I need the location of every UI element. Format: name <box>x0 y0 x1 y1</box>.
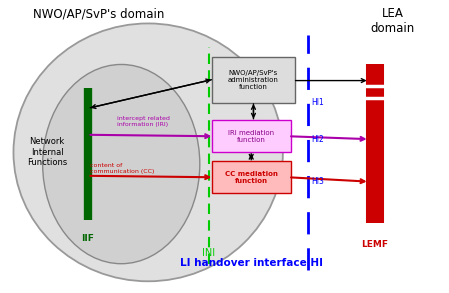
FancyBboxPatch shape <box>212 57 295 103</box>
Text: NWO/AP/SvP's
administration
function: NWO/AP/SvP's administration function <box>228 70 279 90</box>
Text: CC mediation
function: CC mediation function <box>225 171 277 184</box>
Ellipse shape <box>13 23 283 281</box>
Text: LEA
domain: LEA domain <box>371 7 415 35</box>
Text: HI2: HI2 <box>311 135 324 144</box>
Text: NWO/AP/SvP's domain: NWO/AP/SvP's domain <box>33 7 164 20</box>
FancyBboxPatch shape <box>212 120 291 152</box>
Text: LI handover interface HI: LI handover interface HI <box>180 258 323 268</box>
Text: LEMF: LEMF <box>361 240 388 249</box>
Text: HI3: HI3 <box>311 177 324 186</box>
Ellipse shape <box>43 64 200 264</box>
Text: IRI mediation
function: IRI mediation function <box>228 130 274 143</box>
Text: intercept related
information (IRI): intercept related information (IRI) <box>117 116 170 127</box>
FancyBboxPatch shape <box>212 161 291 193</box>
Text: Network
Internal
Functions: Network Internal Functions <box>27 137 67 167</box>
Text: IIF: IIF <box>81 234 94 243</box>
Text: content of
communication (CC): content of communication (CC) <box>90 163 154 174</box>
Text: HI1: HI1 <box>311 98 324 107</box>
Text: INI: INI <box>202 248 216 258</box>
